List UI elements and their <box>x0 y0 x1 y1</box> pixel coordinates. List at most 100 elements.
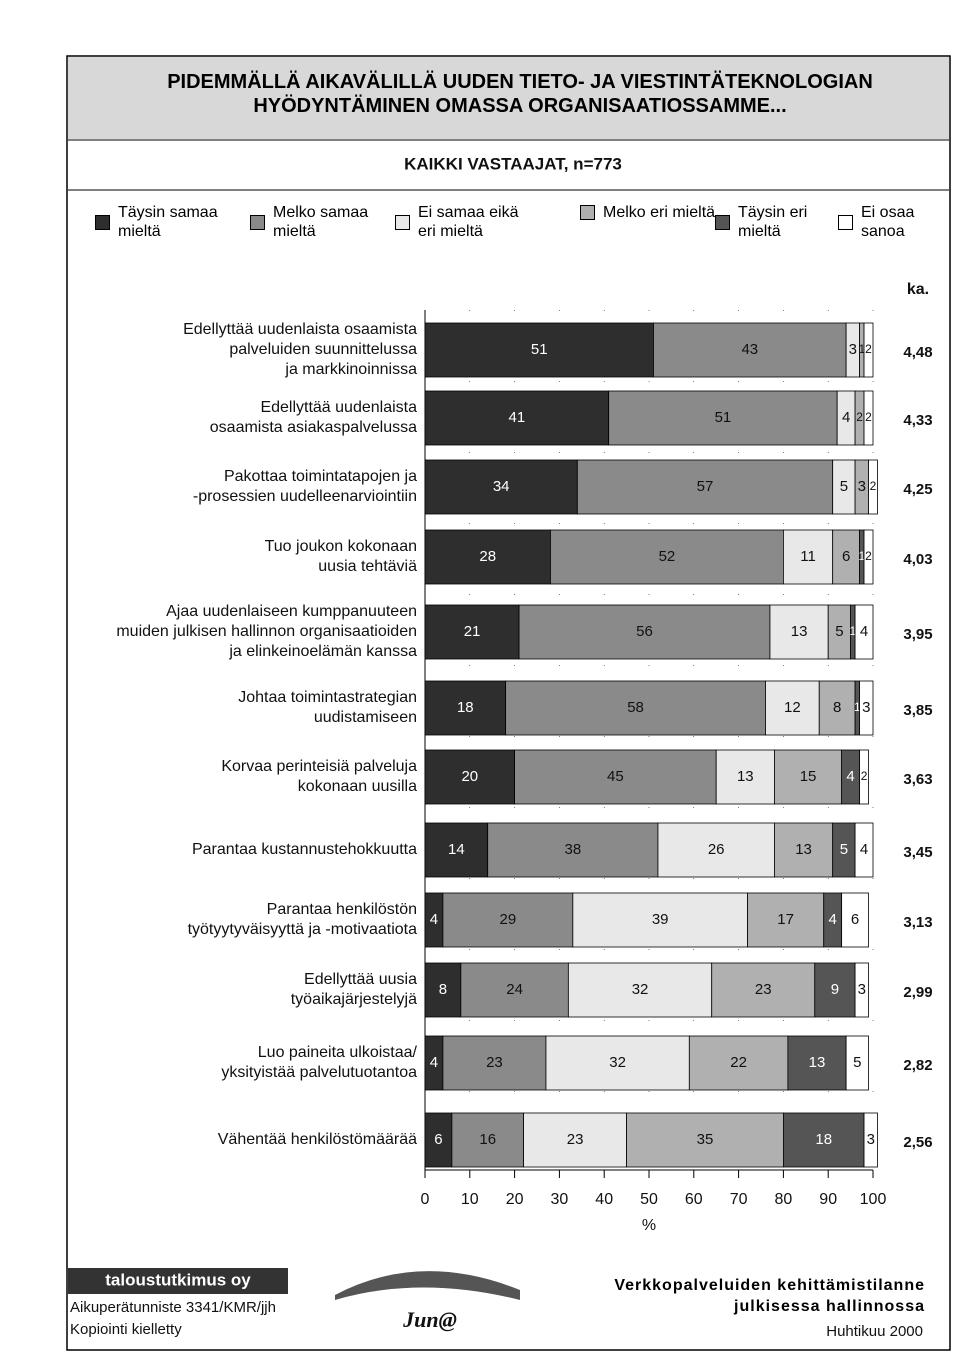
average-label: 4,25 <box>903 481 932 498</box>
bar-segment <box>841 892 869 948</box>
category-label: Edellyttää uusia <box>304 971 417 988</box>
bar-segment <box>814 962 856 1018</box>
value-label: 16 <box>479 1131 496 1148</box>
bar-segment <box>765 680 820 736</box>
value-label: 1 <box>858 549 865 563</box>
legend-swatch <box>395 214 410 230</box>
value-label: 22 <box>730 1054 747 1071</box>
logo: Jun@ <box>402 1307 457 1332</box>
bar-segment <box>442 1035 547 1091</box>
value-label: 4 <box>430 911 438 928</box>
bar-segment <box>424 822 489 878</box>
value-label: 5 <box>840 478 848 495</box>
category-label: Parantaa kustannustehokkuutta <box>192 841 417 858</box>
value-label: 6 <box>842 548 850 565</box>
brand-box <box>68 1268 288 1294</box>
value-label: 23 <box>567 1131 584 1148</box>
value-label: 52 <box>659 548 676 565</box>
value-label: 12 <box>784 699 801 716</box>
legend-label: Ei osaa sanoa <box>861 204 915 240</box>
bar-segment <box>747 892 825 948</box>
bar-segment <box>774 822 834 878</box>
value-label: 3 <box>858 478 866 495</box>
value-label: 41 <box>508 409 525 426</box>
value-label: 23 <box>755 981 772 998</box>
value-label: 1 <box>858 342 865 356</box>
average-label: 2,56 <box>903 1134 932 1151</box>
legend-label: Melko eri mieltä <box>603 204 716 221</box>
value-label: 21 <box>464 623 481 640</box>
legend-item: Melko eri mieltä <box>580 203 718 222</box>
value-label: 57 <box>697 478 714 495</box>
category-label: palveluiden suunnittelussa <box>229 341 417 358</box>
bar-segment <box>424 749 515 805</box>
title-band <box>68 57 949 139</box>
value-label: 28 <box>479 548 496 565</box>
category-label: Luo paineita ulkoistaa/ <box>258 1044 418 1061</box>
logo-shape <box>335 1271 520 1300</box>
value-label: 1 <box>849 624 856 638</box>
x-tick-label: 40 <box>595 1191 613 1208</box>
x-tick-label: 0 <box>421 1191 430 1208</box>
average-label: 3,95 <box>903 626 932 643</box>
legend-item: Melko samaa mieltä <box>250 203 388 241</box>
value-label: 38 <box>564 841 581 858</box>
value-label: 9 <box>831 981 839 998</box>
legend-item: Täysin eri mieltä <box>715 203 853 241</box>
value-label: 58 <box>627 699 644 716</box>
value-label: 13 <box>795 841 812 858</box>
category-label: Edellyttää uudenlaista osaamista <box>183 321 417 338</box>
value-label: 3 <box>867 1131 875 1148</box>
bar-segment <box>576 459 834 515</box>
value-label: 6 <box>434 1131 442 1148</box>
category-label: kokonaan uusilla <box>298 778 417 795</box>
legend-label: Melko samaa mieltä <box>273 204 369 240</box>
legend-label: Ei samaa eikä eri mieltä <box>418 204 519 240</box>
bar-segment <box>518 604 771 660</box>
value-label: 17 <box>777 911 794 928</box>
category-label: Ajaa uudenlaiseen kumppanuuteen <box>166 603 417 620</box>
bar-segment <box>442 892 574 948</box>
x-axis-title: % <box>642 1217 656 1234</box>
value-label: 6 <box>851 911 859 928</box>
legend-swatch <box>95 214 110 230</box>
category-label: uudistamiseen <box>314 709 417 726</box>
value-label: 2 <box>861 769 868 783</box>
value-label: 11 <box>800 548 816 565</box>
value-label: 43 <box>741 341 758 358</box>
value-label: 39 <box>652 911 669 928</box>
legend-swatch <box>838 214 853 230</box>
x-tick-label: 30 <box>551 1191 569 1208</box>
x-tick-label: 70 <box>730 1191 748 1208</box>
value-label: 4 <box>860 623 868 640</box>
value-label: 4 <box>430 1054 438 1071</box>
value-label: 13 <box>737 768 754 785</box>
average-label: 4,33 <box>903 412 932 429</box>
bar-segment <box>653 322 847 378</box>
category-label: ja markkinoinnissa <box>284 361 417 378</box>
value-label: 2 <box>870 479 877 493</box>
bar-segment <box>550 529 784 585</box>
bar-segment <box>424 529 551 585</box>
x-tick-label: 100 <box>860 1191 887 1208</box>
category-label: uusia tehtäviä <box>318 558 417 575</box>
value-label: 51 <box>531 341 548 358</box>
legend-swatch <box>715 214 730 230</box>
category-label: Edellyttää uudenlaista <box>260 399 417 416</box>
value-label: 3 <box>862 699 870 716</box>
bar-segment <box>545 1035 690 1091</box>
value-label: 14 <box>448 841 465 858</box>
value-label: 15 <box>800 768 817 785</box>
average-label: 3,45 <box>903 844 932 861</box>
value-label: 32 <box>632 981 649 998</box>
value-label: 24 <box>506 981 523 998</box>
legend-item: Täysin samaa mieltä <box>95 203 233 241</box>
copyright: Kopiointi kielletty <box>70 1321 182 1338</box>
value-label: 5 <box>840 841 848 858</box>
bar-segment <box>845 1035 869 1091</box>
brand: taloustutkimus oy <box>105 1270 251 1289</box>
value-label: 4 <box>846 768 854 785</box>
frame <box>66 55 951 1351</box>
report-box: Verkkopalveluiden kehittämistilanne julk… <box>614 1277 924 1315</box>
